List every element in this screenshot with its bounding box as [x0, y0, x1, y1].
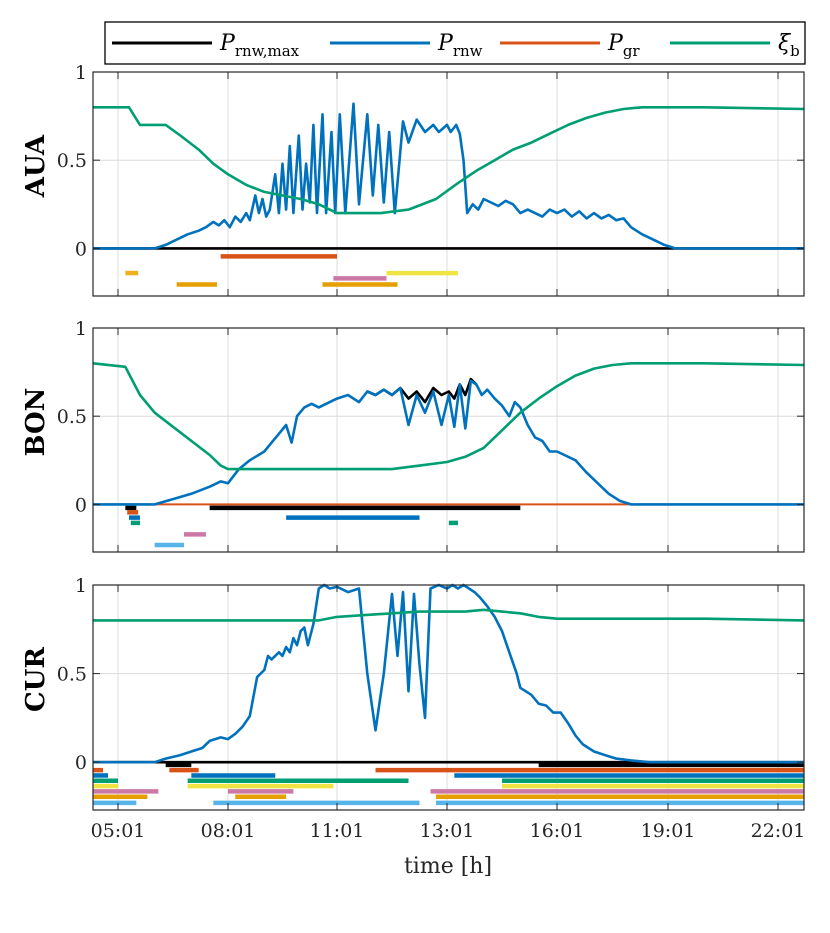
- series-prnw: [93, 583, 804, 764]
- legend: Prnw,max Prnw Pgr ξb: [104, 21, 806, 65]
- legend-label-sub: rnw: [453, 42, 483, 60]
- series-xi: [92, 362, 805, 471]
- y-tick-label: 1: [75, 318, 87, 340]
- x-tick-label: 16:01: [530, 820, 585, 842]
- axes-box: [92, 71, 805, 297]
- axes-box: [92, 584, 805, 811]
- x-tick-label: 13:01: [420, 820, 475, 842]
- y-tick-label: 1: [75, 62, 87, 84]
- legend-label-prnw_max: Prnw,max: [219, 31, 300, 60]
- x-tick-label: 11:01: [310, 820, 365, 842]
- series-prnw: [93, 379, 804, 506]
- legend-label-main: ξ: [778, 31, 792, 56]
- panel-aua: 0 0.5 1 AUA: [21, 62, 805, 297]
- x-tick-label: 05:01: [91, 820, 146, 842]
- panel-label-cur: CUR: [21, 647, 51, 712]
- legend-label-xi: ξb: [778, 31, 800, 60]
- legend-label-main: P: [437, 31, 454, 56]
- legend-label-main: P: [219, 31, 236, 56]
- legend-label-main: P: [607, 31, 624, 56]
- y-tick-label: 0.5: [57, 406, 87, 428]
- panel-label-aua: AUA: [21, 134, 51, 198]
- x-axis-label: time [h]: [404, 854, 492, 879]
- legend-label-prnw: Prnw: [437, 31, 483, 60]
- series-prnw: [93, 102, 804, 250]
- panels: 0 0.5 1 AUA 0 0.5 1 BON 0 0.5 1 05:01 08:01 11:01 13:0…: [21, 62, 805, 842]
- x-tick-label: 22:01: [751, 820, 806, 842]
- legend-label-sub: rnw,max: [235, 42, 300, 60]
- y-tick-label: 0: [75, 752, 87, 774]
- y-tick-label: 1: [75, 575, 87, 597]
- series-xi: [93, 608, 805, 622]
- y-tick-label: 0: [75, 238, 87, 260]
- legend-label-sub: gr: [623, 42, 641, 60]
- series-xi: [93, 106, 805, 215]
- x-tick-label: 19:01: [641, 820, 696, 842]
- panel-bon: 0 0.5 1 BON: [21, 318, 805, 553]
- y-tick-label: 0: [75, 494, 87, 516]
- panel-cur: 0 0.5 1 05:01 08:01 11:01 13:01 16:01 19:01 22:01…: [21, 575, 805, 842]
- legend-label-pgr: Pgr: [607, 31, 640, 60]
- axes-box: [92, 327, 805, 553]
- y-tick-label: 0.5: [57, 664, 87, 686]
- y-tick-label: 0.5: [57, 150, 87, 172]
- panel-label-bon: BON: [21, 388, 51, 457]
- legend-label-sub: b: [790, 42, 800, 60]
- x-tick-label: 08:01: [201, 820, 256, 842]
